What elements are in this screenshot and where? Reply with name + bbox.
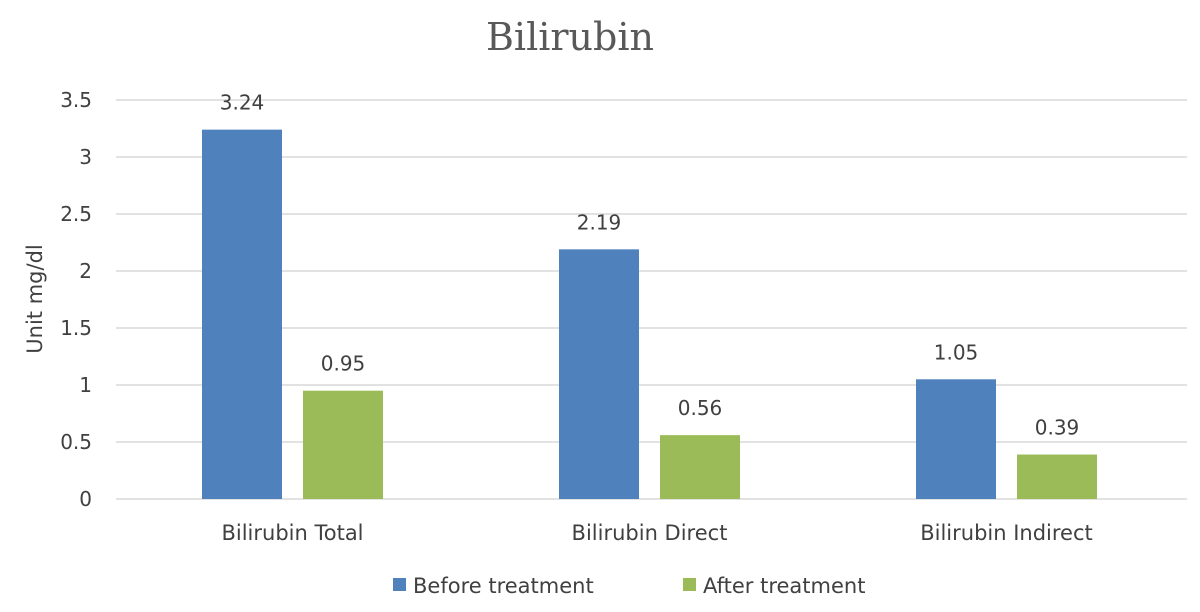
legend-label: After treatment [703, 574, 865, 598]
y-tick-label: 0 [79, 487, 92, 511]
bar-after-2 [1017, 454, 1097, 499]
gridlines [116, 99, 1187, 500]
bar-after-0 [303, 390, 383, 499]
y-tick-label: 0.5 [60, 430, 92, 454]
y-tick-label: 3 [79, 145, 92, 169]
bar-before-0 [202, 129, 282, 499]
y-tick-label: 2 [79, 259, 92, 283]
legend-swatch [393, 578, 406, 591]
data-label: 0.56 [678, 396, 723, 420]
x-axis-categories: Bilirubin Total Bilirubin Direct Bilirubin… [221, 521, 1092, 545]
y-tick-label: 1.5 [60, 316, 92, 340]
x-category-label: Bilirubin Indirect [920, 521, 1093, 545]
x-category-label: Bilirubin Total [221, 521, 363, 545]
y-tick-label: 3.5 [60, 88, 92, 112]
bar-before-2 [916, 379, 996, 499]
data-label: 2.19 [577, 210, 622, 234]
legend: Before treatment After treatment [393, 574, 865, 598]
legend-swatch [683, 578, 696, 591]
chart-title: Bilirubin [486, 15, 654, 59]
legend-label: Before treatment [413, 574, 594, 598]
bar-after-1 [660, 435, 740, 499]
y-tick-label: 2.5 [60, 202, 92, 226]
y-axis-ticks: 0 0.5 1 1.5 2 2.5 3 3.5 [60, 88, 92, 511]
data-label: 0.95 [321, 352, 366, 376]
data-labels: 3.24 0.95 2.19 0.56 1.05 0.39 [220, 91, 1080, 440]
x-category-label: Bilirubin Direct [572, 521, 728, 545]
bar-before-1 [559, 249, 639, 499]
data-label: 1.05 [934, 340, 979, 364]
data-label: 0.39 [1035, 416, 1080, 440]
data-label: 3.24 [220, 91, 265, 115]
y-tick-label: 1 [79, 373, 92, 397]
y-axis-label: Unit mg/dl [23, 244, 47, 353]
bars [202, 129, 1097, 499]
